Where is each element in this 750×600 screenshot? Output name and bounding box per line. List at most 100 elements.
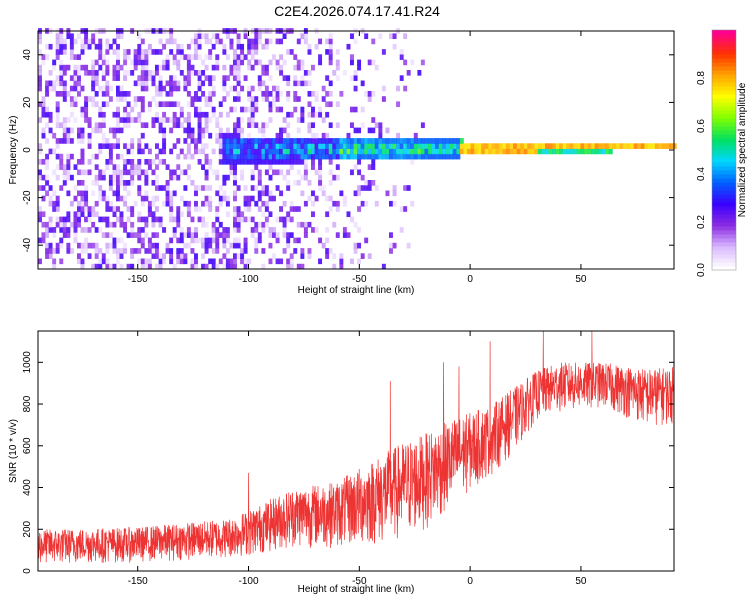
heat-cell — [144, 248, 149, 254]
heat-cell — [59, 70, 64, 76]
heat-cell — [318, 237, 323, 244]
heat-cell — [303, 143, 308, 149]
heat-cell — [151, 242, 156, 249]
heat-cell — [158, 221, 163, 228]
heat-cell — [140, 258, 145, 265]
heat-cell — [318, 54, 323, 60]
heat-cell — [98, 190, 103, 197]
heat-cell — [236, 64, 241, 71]
heat-cell — [282, 127, 287, 134]
heat-cell — [84, 216, 89, 223]
heat-cell — [321, 96, 326, 102]
heat-cell — [140, 263, 145, 270]
heat-cell — [410, 138, 415, 144]
heat-cell — [225, 143, 230, 149]
heat-cell — [591, 143, 596, 149]
x-tick-label: 50 — [575, 274, 587, 285]
heat-cell — [98, 111, 103, 118]
heat-cell — [130, 138, 135, 144]
heat-cell — [289, 111, 294, 118]
heat-cell — [339, 153, 344, 160]
heat-cell — [520, 143, 525, 149]
heat-cell — [165, 248, 170, 254]
heat-cell — [456, 153, 461, 160]
heat-cell — [233, 132, 237, 139]
heat-cell — [318, 159, 323, 165]
heat-cell — [222, 195, 227, 202]
heat-cell — [608, 143, 613, 149]
heat-cell — [275, 138, 280, 144]
colorbar-step — [712, 262, 736, 267]
heat-cell — [197, 237, 202, 244]
heat-cell — [662, 143, 666, 149]
heat-cell — [130, 59, 135, 66]
heat-cell — [364, 153, 369, 160]
heat-cell — [367, 91, 372, 97]
heat-cell — [325, 75, 330, 81]
heat-cell — [133, 232, 138, 238]
heat-cell — [158, 49, 163, 55]
heat-cell — [247, 195, 252, 202]
heat-cell — [94, 127, 99, 134]
heat-cell — [240, 159, 245, 165]
heat-cell — [45, 85, 50, 92]
heat-cell — [155, 117, 159, 123]
heat-cell — [179, 54, 184, 60]
heat-cell — [151, 169, 156, 176]
heat-cell — [413, 153, 418, 160]
heat-cell — [257, 127, 262, 134]
heat-cell — [261, 227, 266, 233]
heat-cell — [279, 206, 284, 212]
heat-cell — [279, 153, 284, 160]
heat-cell — [194, 258, 198, 265]
heat-cell — [268, 190, 273, 197]
heat-cell — [190, 96, 195, 102]
heat-cell — [126, 122, 131, 129]
heat-cell — [38, 159, 42, 165]
heat-cell — [91, 180, 96, 186]
heat-cell — [254, 185, 259, 191]
heat-cell — [396, 138, 401, 144]
heat-cell — [169, 148, 174, 155]
heat-cell — [286, 80, 291, 87]
heat-cell — [314, 153, 319, 160]
heat-cell — [442, 153, 447, 160]
heat-cell — [332, 263, 337, 270]
heat-cell — [186, 80, 191, 87]
heat-cell — [66, 242, 71, 249]
heat-cell — [137, 216, 142, 223]
heat-cell — [197, 43, 202, 50]
heat-cell — [311, 138, 315, 144]
colorbar-step — [712, 130, 736, 135]
heat-cell — [116, 185, 120, 191]
heat-cell — [84, 38, 89, 45]
heat-cell — [275, 258, 280, 265]
heat-cell — [204, 242, 209, 249]
heat-cell — [289, 253, 294, 259]
heat-cell — [279, 38, 284, 45]
heat-cell — [272, 148, 276, 155]
heat-cell — [296, 59, 301, 66]
colorbar-step — [712, 202, 736, 207]
colorbar-step — [712, 186, 736, 191]
heat-cell — [279, 132, 284, 139]
heat-cell — [396, 101, 401, 108]
heat-cell — [548, 148, 553, 155]
heat-cell — [41, 127, 46, 134]
heat-cell — [279, 143, 284, 149]
colorbar-tick-label: 0.6 — [696, 119, 707, 133]
heat-cell — [325, 253, 330, 259]
heat-cell — [350, 143, 354, 149]
heat-cell — [119, 237, 124, 244]
heat-cell — [87, 206, 92, 212]
heat-cell — [225, 132, 230, 139]
heat-cell — [144, 143, 149, 149]
heat-cell — [229, 148, 234, 155]
heat-cell — [98, 122, 103, 129]
heat-cell — [126, 206, 131, 212]
heat-cell — [59, 49, 64, 55]
colorbar-step — [712, 114, 736, 119]
heat-cell — [87, 132, 92, 139]
heat-cell — [222, 263, 227, 270]
heat-cell — [229, 143, 234, 149]
